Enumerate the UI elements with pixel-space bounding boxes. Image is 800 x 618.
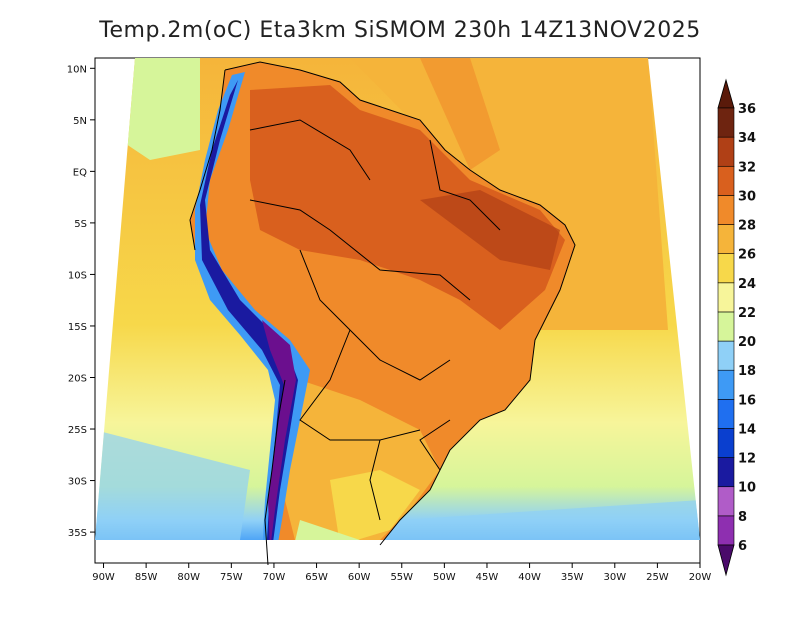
colorbar-label: 10 xyxy=(738,481,756,496)
colorbar-segment xyxy=(717,195,735,225)
lat-tick-label: 25S xyxy=(68,425,87,436)
lon-tick-label: 70W xyxy=(263,572,286,583)
lat-tick-label: 30S xyxy=(68,477,87,488)
temperature-field xyxy=(95,58,700,540)
lat-tick-label: 15S xyxy=(68,322,87,333)
colorbar-label: 14 xyxy=(738,422,756,437)
lat-tick-label: 10N xyxy=(67,64,87,75)
colorbar-segment xyxy=(717,457,735,488)
colorbar-segment xyxy=(717,282,735,313)
lon-tick-label: 85W xyxy=(135,572,158,583)
lon-tick-label: 60W xyxy=(348,572,371,583)
lat-tick-label: EQ xyxy=(73,167,87,178)
lon-tick-label: 90W xyxy=(92,572,115,583)
colorbar-segment xyxy=(717,399,735,429)
lon-tick-label: 40W xyxy=(518,572,541,583)
lon-tick-label: 50W xyxy=(433,572,456,583)
colorbar-segment xyxy=(717,369,735,400)
lon-tick-label: 80W xyxy=(177,572,200,583)
lon-tick-label: 65W xyxy=(305,572,328,583)
colorbar-label: 24 xyxy=(738,277,756,292)
colorbar-label: 6 xyxy=(738,539,747,554)
lon-tick-label: 35W xyxy=(561,572,584,583)
colorbar-segment xyxy=(717,253,735,284)
colorbar-label: 30 xyxy=(738,189,756,204)
colorbar-label: 34 xyxy=(738,131,756,146)
lon-tick-label: 25W xyxy=(646,572,669,583)
political-borders xyxy=(189,61,576,566)
colorbar-segment xyxy=(717,486,735,517)
colorbar-label: 16 xyxy=(738,393,756,408)
lon-tick-label: 75W xyxy=(220,572,243,583)
lon-tick-label: 55W xyxy=(390,572,413,583)
colorbar-cap-high xyxy=(717,78,735,109)
lat-tick-label: 35S xyxy=(68,528,87,539)
colorbar-segment xyxy=(717,165,735,196)
colorbar-label: 26 xyxy=(738,248,756,263)
lon-tick-label: 20W xyxy=(689,572,712,583)
lat-tick-label: 10S xyxy=(68,270,87,281)
lon-tick-label: 30W xyxy=(603,572,626,583)
colorbar-segment xyxy=(717,311,735,342)
colorbar-label: 28 xyxy=(738,219,756,234)
lat-tick-label: 5N xyxy=(73,116,87,127)
lon-tick-label: 45W xyxy=(476,572,499,583)
colorbar-label: 36 xyxy=(738,102,756,117)
colorbar: 6 8 10 12 14 16 18 20 22 24 26 28 30 32 34 36 xyxy=(717,78,756,577)
colorbar-segment xyxy=(717,107,735,138)
latitude-axis: 10N 5N EQ 5S 10S 15S 20S 25S 30S 35S xyxy=(67,64,95,539)
colorbar-label: 32 xyxy=(738,160,756,175)
colorbar-label: 8 xyxy=(738,510,747,525)
lat-tick-label: 20S xyxy=(68,373,87,384)
colorbar-segment xyxy=(717,428,735,458)
colorbar-cap-low xyxy=(717,544,735,577)
colorbar-label: 20 xyxy=(738,335,756,350)
colorbar-segment xyxy=(717,340,735,371)
colorbar-label: 22 xyxy=(738,306,756,321)
longitude-axis: 90W 85W 80W 75W 70W 65W 60W 55W 50W 45W 40W 35W 30W 2… xyxy=(92,563,711,583)
colorbar-label: 12 xyxy=(738,452,756,467)
colorbar-label: 18 xyxy=(738,364,756,379)
map-title: Temp.2m(oC) Eta3km SiSMOM 230h 14Z13NOV2… xyxy=(99,18,701,43)
lat-tick-label: 5S xyxy=(74,219,87,230)
colorbar-segment xyxy=(717,515,735,546)
colorbar-segment xyxy=(717,136,735,167)
colorbar-segment xyxy=(717,224,735,254)
